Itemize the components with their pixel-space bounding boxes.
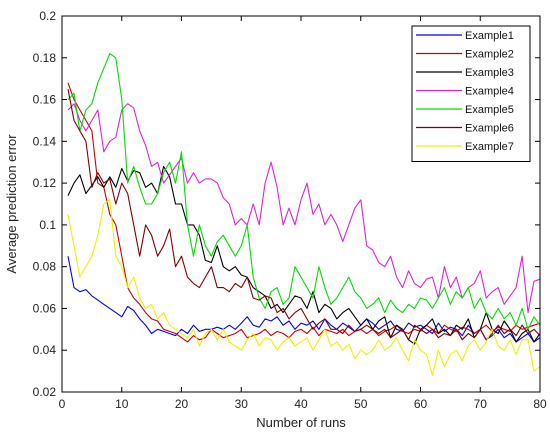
series-line-example7 bbox=[67, 199, 541, 376]
series-layer bbox=[67, 53, 541, 376]
y-tick-label: 0.1 bbox=[39, 218, 56, 232]
y-tick-label: 0.06 bbox=[33, 301, 57, 315]
y-tick-label: 0.08 bbox=[33, 260, 57, 274]
x-tick-label: 60 bbox=[414, 397, 428, 411]
y-tick-label: 0.14 bbox=[33, 134, 57, 148]
series-line-example3 bbox=[67, 165, 541, 345]
x-tick-label: 40 bbox=[294, 397, 308, 411]
legend-label-example1: Example1 bbox=[465, 30, 514, 42]
legend-label-example3: Example3 bbox=[465, 67, 514, 79]
y-tick-label: 0.16 bbox=[33, 93, 57, 107]
x-tick-label: 50 bbox=[354, 397, 368, 411]
x-tick-label: 70 bbox=[474, 397, 488, 411]
legend-label-example2: Example2 bbox=[465, 49, 514, 61]
x-tick-label: 20 bbox=[175, 397, 189, 411]
series-line-example2 bbox=[67, 82, 541, 343]
series-line-example5 bbox=[67, 53, 541, 330]
x-tick-label: 0 bbox=[59, 397, 66, 411]
y-tick-label: 0.04 bbox=[33, 343, 57, 357]
y-tick-label: 0.02 bbox=[33, 385, 57, 399]
x-tick-label: 80 bbox=[533, 397, 547, 411]
y-tick-label: 0.12 bbox=[33, 176, 57, 190]
legend-label-example7: Example7 bbox=[465, 141, 514, 153]
y-axis-label: Average prediction error bbox=[4, 134, 19, 274]
x-axis-label: Number of runs bbox=[256, 415, 346, 430]
legend-label-example6: Example6 bbox=[465, 123, 514, 135]
series-line-example4 bbox=[67, 103, 541, 314]
y-tick-label: 0.2 bbox=[39, 9, 56, 23]
legend-label-example5: Example5 bbox=[465, 104, 514, 116]
x-tick-label: 10 bbox=[115, 397, 129, 411]
axes-layer: 0 10 20 30 40 50 60 70 80 0.02 0.04 0.06 0.08 0.1 0.12… bbox=[33, 9, 547, 411]
series-line-example1 bbox=[67, 256, 541, 343]
legend-box bbox=[411, 25, 531, 162]
series-line-example6 bbox=[67, 88, 541, 341]
y-tick-label: 0.18 bbox=[33, 51, 57, 65]
legend-label-example4: Example4 bbox=[465, 86, 514, 98]
x-tick-label: 30 bbox=[235, 397, 249, 411]
legend: Example1 Example2 Example3 Example4 Example5… bbox=[411, 25, 531, 162]
